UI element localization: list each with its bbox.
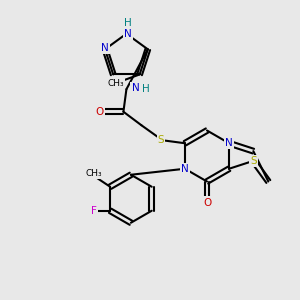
Text: N: N [124, 29, 132, 39]
Text: H: H [124, 18, 132, 28]
Text: N: N [225, 138, 233, 148]
Text: N: N [131, 83, 139, 93]
Text: S: S [250, 156, 256, 166]
Text: N: N [181, 164, 189, 174]
Text: H: H [142, 84, 150, 94]
Text: CH₃: CH₃ [85, 169, 102, 178]
Text: O: O [203, 197, 211, 208]
Text: O: O [95, 107, 104, 117]
Text: N: N [101, 43, 109, 53]
Text: S: S [158, 135, 164, 145]
Text: F: F [91, 206, 97, 216]
Text: CH₃: CH₃ [107, 79, 124, 88]
